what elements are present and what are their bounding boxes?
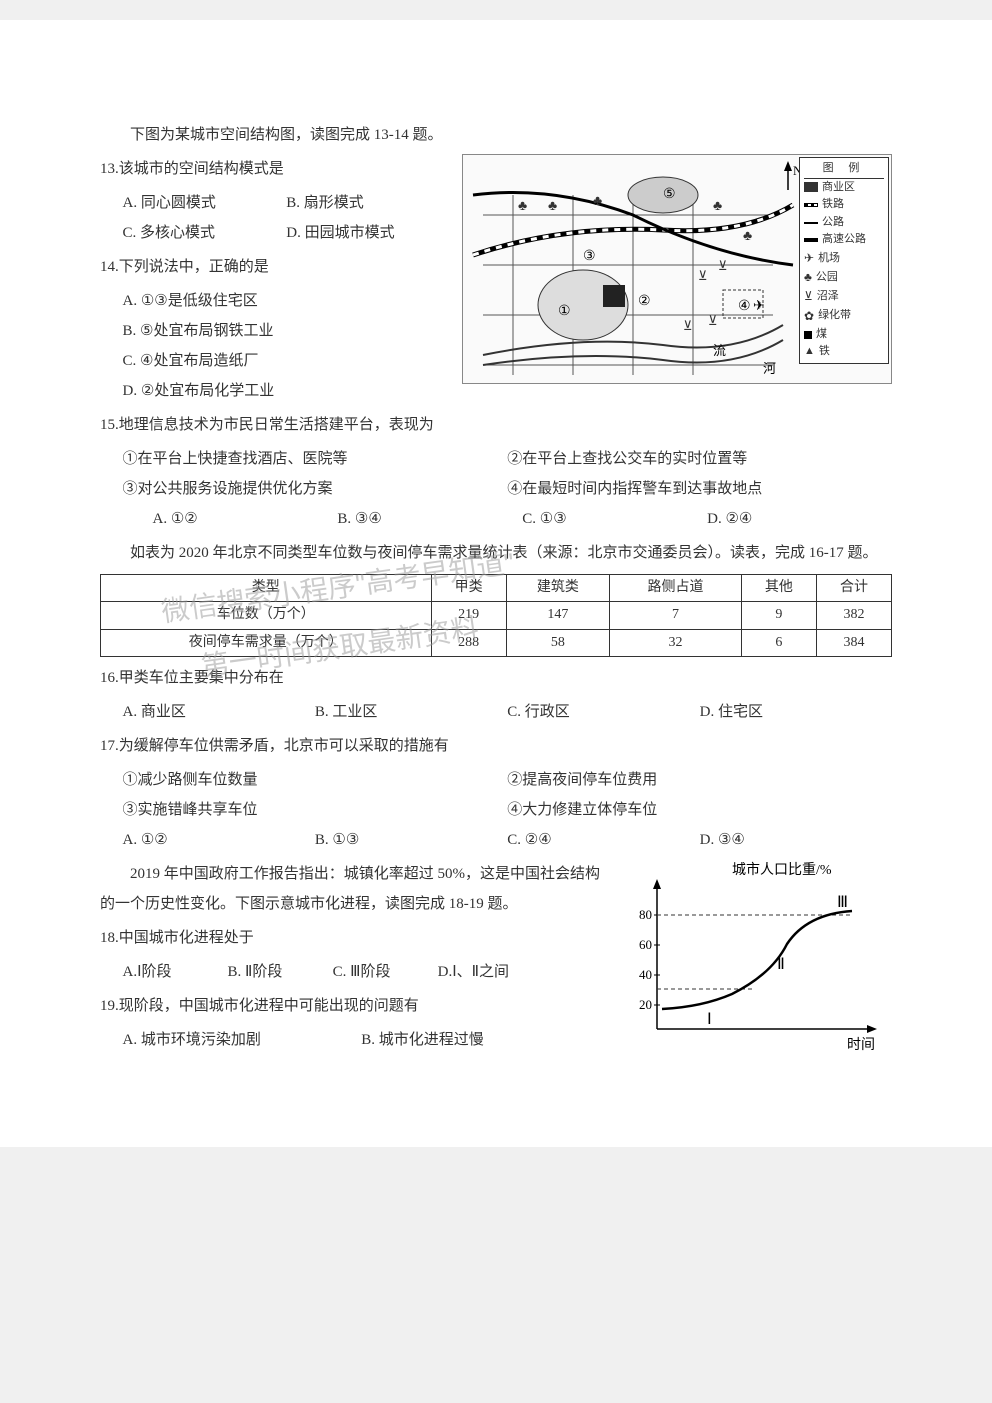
q17-s2: ②提高夜间停车位费用 bbox=[507, 765, 892, 795]
curve-chart-svg: 城市人口比重/% 20 40 60 80 Ⅰ Ⅱ Ⅲ 时间 bbox=[612, 859, 892, 1059]
svg-text:④: ④ bbox=[738, 299, 751, 314]
q16-opt-b: B. 工业区 bbox=[315, 697, 507, 727]
intro-13-14: 下图为某城市空间结构图，读图完成 13-14 题。 bbox=[100, 120, 892, 150]
q18-opt-d: D.Ⅰ、Ⅱ之间 bbox=[438, 957, 581, 987]
q17-s1: ①减少路侧车位数量 bbox=[123, 765, 508, 795]
svg-text:♣: ♣ bbox=[713, 199, 722, 214]
city-structure-map: 流 河 ① ② ③ ④ ⑤ ✈ ♣ ♣ ♣ ♣ ♣ bbox=[462, 154, 892, 384]
q16-opt-d: D. 住宅区 bbox=[700, 697, 892, 727]
q18-opt-a: A.Ⅰ阶段 bbox=[123, 957, 228, 987]
q17-opt-d: D. ③④ bbox=[700, 825, 892, 855]
svg-text:⊻: ⊻ bbox=[718, 258, 728, 273]
q15-opt-a: A. ①② bbox=[153, 504, 338, 534]
commercial-zone bbox=[603, 285, 625, 307]
svg-text:20: 20 bbox=[639, 997, 652, 1012]
q17-opt-c: C. ②④ bbox=[507, 825, 699, 855]
svg-text:⑤: ⑤ bbox=[663, 187, 676, 202]
map-legend: 图 例 商业区 铁路 公路 高速公路 ✈机场 ♣公园 ⊻沼泽 ✿绿化带 煤 ▲铁 bbox=[799, 157, 889, 364]
q13-opt-d: D. 田园城市模式 bbox=[286, 218, 450, 248]
svg-text:⊻: ⊻ bbox=[708, 313, 718, 328]
svg-text:♣: ♣ bbox=[743, 229, 752, 244]
svg-text:①: ① bbox=[558, 304, 571, 319]
exam-page: 微信搜索小程序"高考早知道" 第一时间获取最新资料 下图为某城市空间结构图，读图… bbox=[0, 20, 992, 1147]
q13-opt-b: B. 扇形模式 bbox=[286, 188, 450, 218]
svg-text:②: ② bbox=[638, 294, 651, 309]
svg-text:Ⅲ: Ⅲ bbox=[837, 894, 848, 911]
svg-text:40: 40 bbox=[639, 967, 652, 982]
q15-s2: ②在平台上查找公交车的实时位置等 bbox=[507, 444, 892, 474]
river-label: 河 bbox=[763, 361, 776, 376]
svg-text:60: 60 bbox=[639, 937, 652, 952]
q18-opt-b: B. Ⅱ阶段 bbox=[228, 957, 333, 987]
q19-opt-b: B. 城市化进程过慢 bbox=[361, 1025, 600, 1055]
q17-s4: ④大力修建立体停车位 bbox=[507, 795, 892, 825]
q13-opt-a: A. 同心圆模式 bbox=[123, 188, 287, 218]
q15-s3: ③对公共服务设施提供优化方案 bbox=[123, 474, 508, 504]
q16-opt-c: C. 行政区 bbox=[507, 697, 699, 727]
river-flow-label: 流 bbox=[713, 343, 726, 358]
x-axis-label: 时间 bbox=[847, 1037, 875, 1053]
q17-stem: 17.为缓解停车位供需矛盾，北京市可以采取的措施有 bbox=[100, 731, 892, 761]
svg-text:⊻: ⊻ bbox=[698, 268, 708, 283]
svg-text:80: 80 bbox=[639, 907, 652, 922]
chart-title: 城市人口比重/% bbox=[732, 861, 832, 878]
svg-text:♣: ♣ bbox=[548, 199, 557, 214]
urbanization-curve-chart: 城市人口比重/% 20 40 60 80 Ⅰ Ⅱ Ⅲ 时间 bbox=[612, 859, 892, 1059]
q16-stem: 16.甲类车位主要集中分布在 bbox=[100, 663, 892, 693]
svg-text:Ⅱ: Ⅱ bbox=[777, 956, 785, 973]
svg-text:⊻: ⊻ bbox=[683, 318, 693, 333]
q19-opt-a: A. 城市环境污染加剧 bbox=[123, 1025, 362, 1055]
svg-text:③: ③ bbox=[583, 249, 596, 264]
parking-table: 类型 甲类 建筑类 路侧占道 其他 合计 车位数（万个） 219 147 7 9… bbox=[100, 574, 892, 657]
q15-opt-c: C. ①③ bbox=[522, 504, 707, 534]
q17-opt-b: B. ①③ bbox=[315, 825, 507, 855]
q15-opt-d: D. ②④ bbox=[707, 504, 892, 534]
svg-text:♣: ♣ bbox=[518, 199, 527, 214]
q15-opt-b: B. ③④ bbox=[337, 504, 522, 534]
q17-opt-a: A. ①② bbox=[123, 825, 315, 855]
svg-text:✈: ✈ bbox=[753, 299, 765, 314]
q16-opt-a: A. 商业区 bbox=[123, 697, 315, 727]
q13-opt-c: C. 多核心模式 bbox=[123, 218, 287, 248]
q15-s1: ①在平台上快捷查找酒店、医院等 bbox=[123, 444, 508, 474]
q15-stem: 15.地理信息技术为市民日常生活搭建平台，表现为 bbox=[100, 410, 892, 440]
q18-opt-c: C. Ⅲ阶段 bbox=[333, 957, 438, 987]
svg-text:♣: ♣ bbox=[593, 194, 602, 209]
svg-text:Ⅰ: Ⅰ bbox=[707, 1011, 712, 1028]
q15-s4: ④在最短时间内指挥警车到达事故地点 bbox=[507, 474, 892, 504]
q17-s3: ③实施错峰共享车位 bbox=[123, 795, 508, 825]
legend-title: 图 例 bbox=[804, 160, 884, 179]
intro-16-17: 如表为 2020 年北京不同类型车位数与夜间停车需求量统计表（来源：北京市交通委… bbox=[100, 538, 892, 568]
